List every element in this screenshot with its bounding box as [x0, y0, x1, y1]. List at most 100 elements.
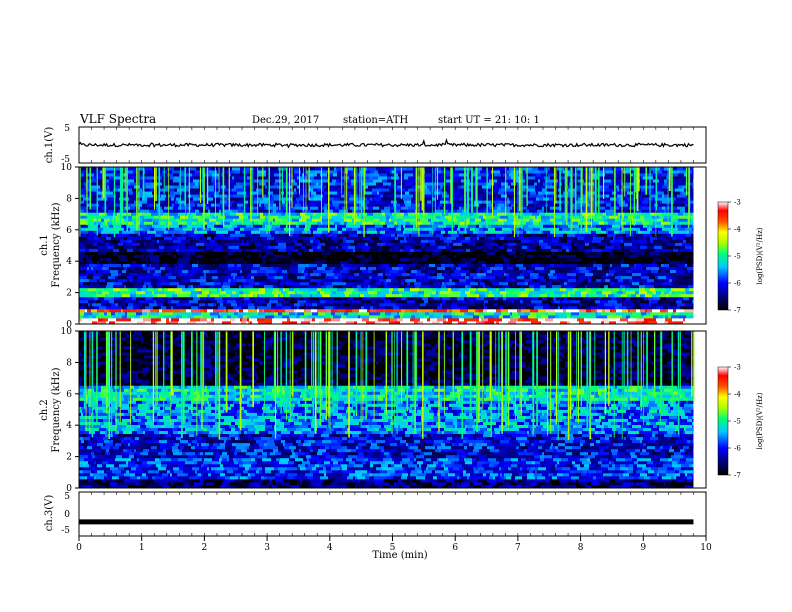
spectrogram-cell — [499, 254, 501, 258]
spectrogram-cell — [601, 296, 604, 301]
spectrogram-cell — [491, 278, 494, 283]
spectrogram-cell — [620, 242, 624, 246]
spectrogram-cell — [281, 221, 286, 225]
spectrogram-cell — [218, 242, 225, 246]
spectrogram-cell — [668, 308, 673, 313]
spectrogram-cell — [367, 227, 376, 231]
spectrogram-cell — [234, 311, 238, 316]
spectrogram-cell — [632, 236, 638, 240]
spectrogram-cell — [571, 242, 574, 246]
spectrogram-cell — [93, 260, 97, 265]
spectrogram-cell — [196, 254, 203, 258]
spectrogram-cell — [677, 194, 686, 198]
spectrogram-cell — [529, 194, 537, 198]
spectrogram-cell — [209, 317, 211, 322]
spectrogram-cell — [239, 302, 246, 307]
spectrogram-cell — [216, 266, 222, 271]
spectrogram-cell — [627, 272, 632, 277]
spectrogram-cell — [221, 239, 225, 243]
spectrogram-cell — [189, 305, 191, 310]
spectrogram-cell — [459, 230, 467, 234]
spectrogram-cell — [612, 248, 617, 252]
spectrogram-cell — [334, 260, 338, 265]
spectrogram-cell — [166, 305, 171, 310]
spectrogram-cell — [492, 290, 495, 295]
spectrogram-cell — [250, 236, 259, 240]
spectrogram-cell — [440, 296, 442, 301]
spectrogram-cell — [310, 239, 313, 243]
spectrogram-cell — [278, 293, 280, 298]
spectrogram-cell — [312, 221, 317, 225]
spectrogram-cell — [136, 311, 142, 316]
spectrogram-cell — [237, 224, 246, 228]
spectrogram-cell — [642, 194, 651, 198]
spectrogram-cell — [196, 212, 202, 216]
spectrogram-cell — [129, 272, 137, 277]
spectrogram-cell — [602, 290, 609, 295]
spectrogram-cell — [594, 197, 602, 201]
spectrogram-cell — [479, 236, 485, 240]
spectrogram-cell — [257, 191, 263, 195]
spectrogram-cell — [503, 257, 507, 261]
spectrogram-cell — [595, 317, 602, 322]
spectrogram-cell — [86, 227, 93, 231]
spectrogram-cell — [592, 245, 597, 249]
spectrogram-cell — [485, 311, 494, 316]
spectrogram-cell — [639, 281, 641, 286]
spectrogram-cell — [316, 314, 325, 319]
spectrogram-cell — [337, 308, 345, 313]
spectrogram-cell — [562, 227, 567, 231]
spectrogram-cell — [430, 317, 437, 322]
spectrogram-cell — [131, 317, 134, 322]
spectrogram-cell — [391, 233, 395, 237]
spectrogram-cell — [600, 269, 609, 274]
spectrogram-cell — [672, 317, 679, 322]
spectrogram-cell — [327, 251, 331, 255]
spectrogram-cell — [246, 278, 254, 283]
spectrogram-cell — [89, 200, 96, 204]
spectrogram-cell — [198, 299, 206, 304]
spectrogram-cell — [337, 233, 346, 237]
spectrogram-cell — [536, 314, 541, 319]
spectrogram-cell — [691, 233, 694, 237]
spectrogram-cell — [310, 320, 319, 325]
spectrogram-cell — [262, 224, 265, 228]
spectrogram-cell — [313, 269, 322, 274]
spectrogram-cell — [127, 254, 134, 258]
spectrogram-cell — [394, 314, 397, 319]
spectrogram-cell — [105, 269, 110, 274]
spectrogram-cell — [663, 218, 671, 222]
spectrogram-cell — [259, 227, 265, 231]
spectrogram-cell — [337, 227, 342, 231]
spectrogram-cell — [662, 227, 671, 231]
spectrogram-cell — [164, 230, 168, 234]
spectrogram-cell — [171, 263, 174, 268]
spectrogram-cell — [147, 230, 156, 234]
spectrogram-cell — [409, 233, 411, 237]
spectrogram-cell — [227, 299, 236, 304]
spectrogram-cell — [337, 224, 346, 228]
spectrogram-cell — [383, 281, 385, 286]
spectrogram-cell — [168, 254, 170, 258]
spectrogram-cell — [692, 245, 694, 249]
spectrogram-cell — [429, 272, 437, 277]
spectrogram-cell — [162, 287, 164, 292]
spectrogram-cell — [640, 293, 645, 298]
spectrogram-cell — [300, 314, 303, 319]
spectrogram-cell — [362, 245, 370, 249]
spectrogram-cell — [636, 227, 640, 231]
spectrogram-cell — [636, 293, 640, 298]
spectrogram-cell — [298, 203, 301, 207]
spectrogram-cell — [359, 272, 368, 277]
spectrogram-cell — [94, 296, 98, 301]
spectrogram-cell — [641, 263, 648, 268]
spectrogram-cell — [445, 263, 454, 268]
spectrogram-cell — [503, 293, 506, 298]
spectrogram-cell — [638, 203, 647, 207]
spectrogram-cell — [377, 293, 386, 298]
spectrogram-cell — [146, 272, 153, 277]
spectrogram-cell — [409, 266, 417, 271]
spectrogram-cell — [260, 263, 268, 268]
spectrogram-cell — [134, 278, 142, 283]
spectrogram-cell — [355, 281, 363, 286]
